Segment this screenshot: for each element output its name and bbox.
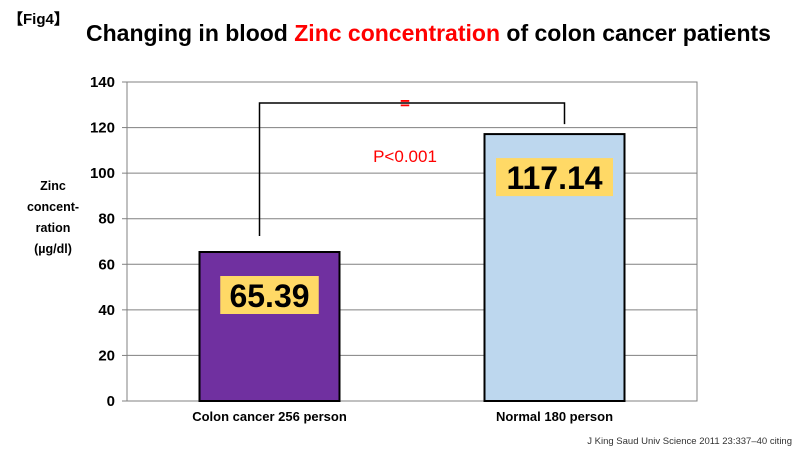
y-axis-label-line-2: concent-	[26, 200, 80, 214]
x-tick-label: Normal 180 person	[496, 409, 613, 424]
y-tick-label: 100	[90, 165, 115, 182]
y-tick-label: 0	[107, 393, 115, 410]
y-axis-label-line-3: ration	[35, 221, 71, 235]
bar-1	[198, 251, 341, 402]
x-tick-label: Colon cancer 256 person	[192, 409, 347, 424]
y-tick-label: 80	[98, 211, 115, 228]
y-axis-label-line-4: (µg/dl)	[34, 242, 72, 256]
title-highlight: Zinc concentration	[294, 20, 500, 46]
y-axis-label: Zinc concent- ration (µg/dl)	[18, 176, 88, 260]
citation: J King Saud Univ Science 2011 23:337–40 …	[587, 436, 792, 447]
y-tick-label: 40	[98, 302, 115, 319]
data-label: 117.14	[506, 160, 602, 196]
significance-mark: =	[400, 94, 410, 113]
data-label: 65.39	[229, 278, 309, 314]
data-label-background	[220, 276, 319, 315]
significance-bracket	[258, 102, 566, 237]
y-tick-label: 140	[90, 74, 115, 91]
title-suffix: of colon cancer patients	[500, 20, 771, 46]
data-label-background	[496, 158, 613, 197]
chart-title: Changing in blood Zinc concentration of …	[86, 20, 771, 47]
title-prefix: Changing in blood	[86, 20, 295, 46]
figure-tag: 【Fig4】	[8, 11, 69, 28]
p-value-label: P<0.001	[373, 147, 437, 166]
y-tick-label: 20	[98, 347, 115, 364]
y-axis-label-line-1: Zinc	[40, 179, 66, 193]
y-tick-label: 120	[90, 120, 115, 137]
y-tick-label: 60	[98, 256, 115, 273]
